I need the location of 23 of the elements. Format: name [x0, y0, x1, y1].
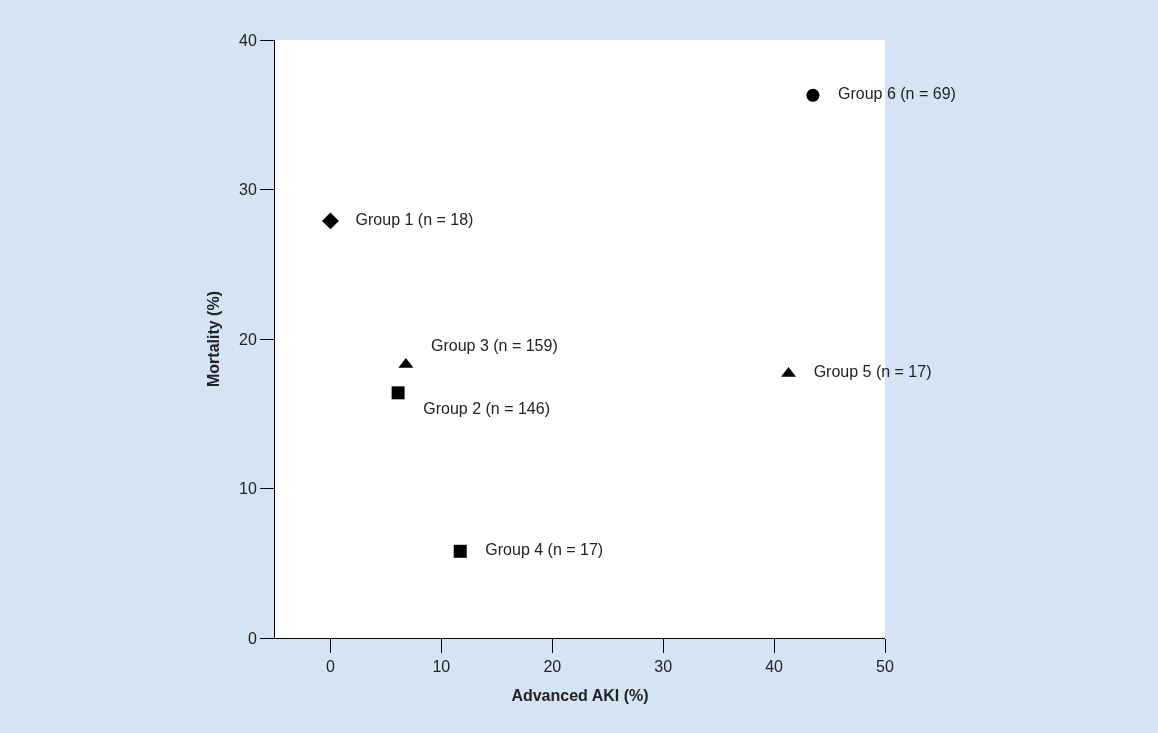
- x-tick-label: 10: [432, 658, 451, 676]
- point: [806, 88, 820, 102]
- y-tick-label: 20: [239, 330, 257, 348]
- point: [322, 212, 339, 230]
- series-label: Group 1 (n = 18): [339, 210, 474, 228]
- x-tick-label: 0: [326, 658, 335, 676]
- point: [453, 544, 467, 558]
- y-tick-label: 40: [239, 31, 257, 49]
- y-tick-label: 0: [247, 629, 257, 647]
- y-axis-title: Mortality (%): [204, 291, 222, 387]
- x-tick-label: 30: [654, 658, 673, 676]
- x-tick-label: 20: [543, 658, 562, 676]
- series-label: Group 5 (n = 17): [797, 363, 932, 381]
- series-label: Group 4 (n = 17): [469, 541, 604, 559]
- x-axis-title: Advanced AKI (%): [511, 686, 649, 704]
- series-label: Group 2 (n = 146): [407, 399, 550, 417]
- y-tick-label: 30: [239, 181, 257, 199]
- series-label: Group 3 (n = 159): [414, 337, 558, 355]
- x-tick-label: 50: [876, 658, 894, 676]
- y-tick-label: 10: [239, 480, 257, 498]
- series-label: Group 6 (n = 69): [822, 85, 956, 103]
- point: [391, 386, 405, 400]
- x-tick-label: 40: [765, 658, 784, 676]
